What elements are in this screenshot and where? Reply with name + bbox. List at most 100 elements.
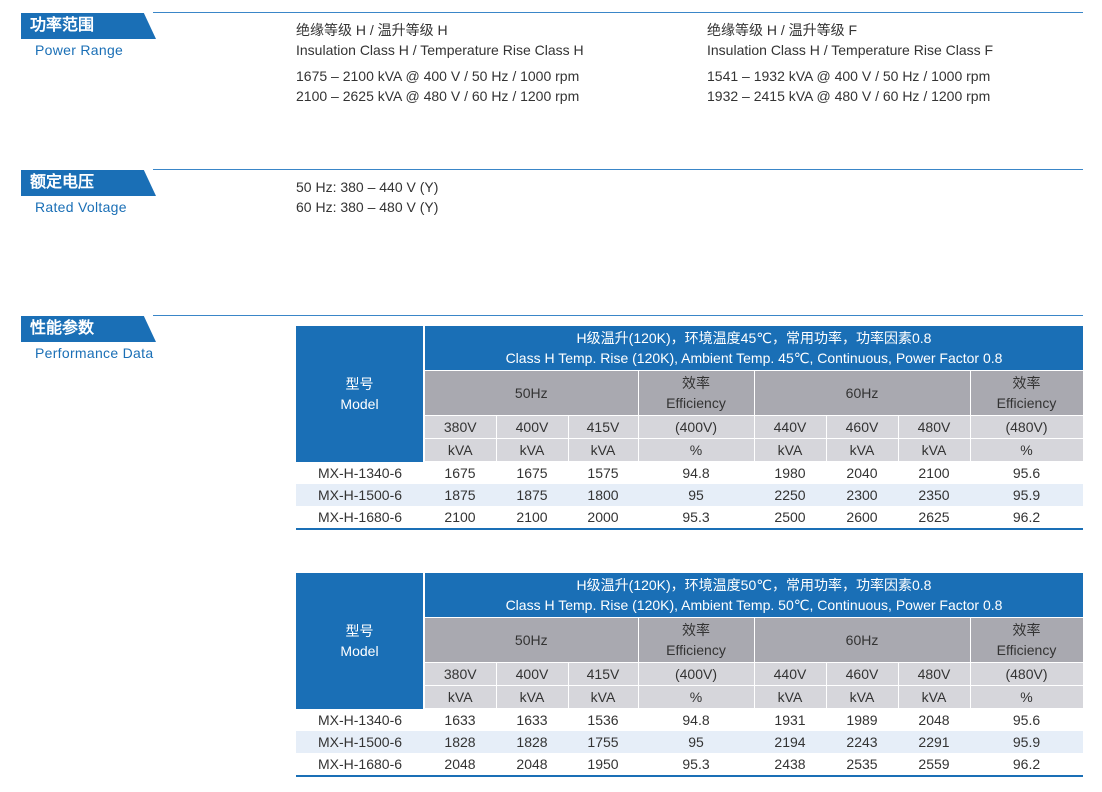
value-cell: 1633 — [444, 712, 476, 728]
table-row: MX-H-1500-6 1828 1828 1755 95 2194 2243 … — [296, 731, 1083, 753]
value-cell: 95.6 — [1012, 712, 1041, 728]
group-header-50hz: 50Hz — [423, 370, 639, 416]
value-cell: 1950 — [568, 753, 638, 777]
voltage-header: (400V) — [637, 415, 755, 439]
table-row: MX-H-1340-6 1675 1675 1575 94.8 1980 204… — [296, 462, 1083, 485]
power-col1-line1: 1675 – 2100 kVA @ 400 V / 50 Hz / 1000 r… — [296, 68, 580, 84]
value-cell: 2048 — [918, 712, 950, 728]
voltage-line-50hz: 50 Hz: 380 – 440 V (Y) — [296, 179, 439, 195]
value-cell: 2000 — [568, 506, 638, 530]
unit-header: kVA — [753, 438, 827, 462]
value-cell: 2625 — [898, 506, 970, 530]
unit-header: kVA — [825, 685, 899, 709]
section-divider — [153, 12, 1083, 13]
voltage-header: 415V — [567, 415, 639, 439]
value-cell: 95 — [638, 731, 754, 753]
value-cell: 1828 — [496, 731, 568, 753]
value-cell: 1800 — [568, 484, 638, 506]
model-cell: MX-H-1500-6 — [296, 484, 424, 506]
value-cell: 1980 — [774, 465, 806, 481]
value-cell: 94.8 — [682, 712, 710, 728]
value-cell: 1575 — [587, 465, 619, 481]
model-cell: MX-H-1340-6 — [317, 711, 403, 728]
group-header-50hz: 50Hz — [423, 617, 639, 663]
value-cell: 95 — [638, 484, 754, 506]
power-col2-line1: 1541 – 1932 kVA @ 400 V / 50 Hz / 1000 r… — [707, 68, 991, 84]
table-row: MX-H-1340-6 1633 1633 1536 94.8 1931 198… — [296, 709, 1083, 732]
table-row: MX-H-1500-6 1875 1875 1800 95 2250 2300 … — [296, 484, 1083, 506]
section-title-power-range: 功率范围 — [21, 13, 156, 39]
model-cell: MX-H-1340-6 — [317, 464, 403, 481]
section-subtitle-rated-voltage: Rated Voltage — [35, 199, 127, 215]
power-col2-line2: 1932 – 2415 kVA @ 480 V / 60 Hz / 1200 r… — [707, 88, 991, 104]
value-cell: 2048 — [496, 753, 568, 777]
value-cell: 1875 — [424, 484, 496, 506]
value-cell: 2600 — [826, 506, 898, 530]
unit-header: kVA — [567, 685, 639, 709]
value-cell: 2100 — [496, 506, 568, 530]
value-cell: 2559 — [898, 753, 970, 777]
value-cell: 2243 — [826, 731, 898, 753]
unit-header: kVA — [423, 685, 497, 709]
value-cell: 96.2 — [970, 506, 1083, 530]
efficiency-label-en: Efficiency — [666, 642, 726, 658]
efficiency-label-cn: 效率 — [1012, 622, 1041, 638]
model-header-cn: 型号 — [345, 375, 374, 392]
efficiency-label-en: Efficiency — [666, 395, 726, 411]
value-cell: 2040 — [846, 465, 878, 481]
table-title: H级温升(120K)，环境温度45℃，常用功率，功率因素0.8 Class H … — [424, 326, 1083, 371]
voltage-header: 480V — [897, 415, 971, 439]
value-cell: 95.9 — [970, 484, 1083, 506]
section-subtitle-power-range: Power Range — [35, 42, 124, 58]
table-title-en: Class H Temp. Rise (120K), Ambient Temp.… — [505, 597, 1003, 613]
efficiency-label-cn: 效率 — [682, 375, 710, 391]
voltage-header: 440V — [753, 415, 827, 439]
voltage-header: 380V — [423, 662, 497, 686]
model-header-cell: 型号 Model — [296, 326, 425, 462]
table-title-cn: H级温升(120K)，环境温度45℃，常用功率，功率因素0.8 — [576, 330, 932, 346]
voltage-header: 440V — [753, 662, 827, 686]
table-title-en: Class H Temp. Rise (120K), Ambient Temp.… — [505, 350, 1003, 366]
model-cell: MX-H-1680-6 — [296, 753, 424, 777]
unit-header: % — [969, 438, 1084, 462]
value-cell: 1633 — [516, 712, 548, 728]
value-cell: 2250 — [754, 484, 826, 506]
unit-header: kVA — [825, 438, 899, 462]
value-cell: 2438 — [754, 753, 826, 777]
unit-header: kVA — [495, 438, 569, 462]
voltage-header: (400V) — [637, 662, 755, 686]
unit-header: kVA — [753, 685, 827, 709]
value-cell: 1675 — [444, 465, 476, 481]
section-divider — [153, 169, 1083, 170]
efficiency-label-en: Efficiency — [996, 395, 1057, 411]
value-cell: 2291 — [898, 731, 970, 753]
model-header-cell: 型号 Model — [296, 573, 425, 709]
power-col1-line2: 2100 – 2625 kVA @ 480 V / 60 Hz / 1200 r… — [296, 88, 580, 104]
value-cell: 95.3 — [638, 753, 754, 777]
value-cell: 1536 — [587, 712, 619, 728]
power-col2-heading-cn: 绝缘等级 H / 温升等级 F — [707, 22, 858, 38]
section-divider — [153, 315, 1083, 316]
value-cell: 2500 — [754, 506, 826, 530]
voltage-header: 480V — [897, 662, 971, 686]
unit-header: kVA — [897, 438, 971, 462]
model-header-cn: 型号 — [345, 622, 374, 639]
table-row: MX-H-1680-6 2100 2100 2000 95.3 2500 260… — [296, 506, 1083, 530]
unit-header: % — [637, 685, 755, 709]
group-header-60hz: 60Hz — [753, 370, 971, 416]
section-title-performance-data: 性能参数 — [21, 316, 156, 342]
value-cell: 2100 — [918, 465, 950, 481]
unit-header: % — [969, 685, 1084, 709]
voltage-header: (480V) — [969, 662, 1084, 686]
efficiency-label-cn: 效率 — [682, 622, 710, 638]
efficiency-header-50hz: 效率 Efficiency — [637, 617, 755, 663]
value-cell: 95.6 — [1012, 465, 1041, 481]
voltage-header: 460V — [825, 415, 899, 439]
voltage-header: 415V — [567, 662, 639, 686]
section-title-rated-voltage: 额定电压 — [21, 170, 156, 196]
value-cell: 95.9 — [970, 731, 1083, 753]
value-cell: 1875 — [496, 484, 568, 506]
voltage-line-60hz: 60 Hz: 380 – 480 V (Y) — [296, 199, 439, 215]
table-title-cn: H级温升(120K)，环境温度50℃，常用功率，功率因素0.8 — [576, 577, 932, 593]
value-cell: 2535 — [826, 753, 898, 777]
